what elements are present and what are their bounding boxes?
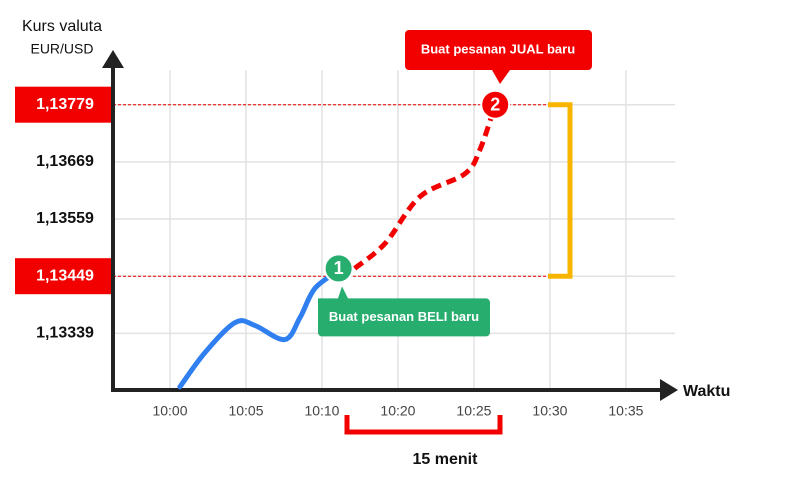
series-line	[353, 103, 498, 271]
y-tick-label: 1,13779	[36, 96, 94, 113]
x-tick-label: 10:30	[532, 403, 567, 419]
buy-marker	[323, 253, 354, 284]
y-axis-label: Kurs valuta	[22, 18, 102, 35]
x-axis-arrow	[660, 379, 678, 401]
sell-callout	[405, 30, 592, 84]
x-tick-label: 10:35	[608, 403, 643, 419]
y-axis-unit: EUR/USD	[30, 41, 93, 57]
sell-callout-text: Buat pesanan JUAL baru	[421, 41, 575, 56]
x-tick-label: 10:25	[456, 403, 491, 419]
tick-highlight	[15, 86, 113, 123]
x-axis-label: Waktu	[683, 383, 730, 400]
x-tick-label: 10:05	[228, 403, 263, 419]
x-tick-label: 10:10	[304, 403, 339, 419]
buy-callout-text: Buat pesanan BELI baru	[329, 309, 479, 324]
range-bracket	[548, 102, 573, 279]
duration-label: 15 menit	[413, 451, 479, 468]
sell-marker-label: 2	[490, 94, 500, 114]
tick-highlight	[15, 258, 113, 295]
y-tick-label: 1,13669	[36, 153, 94, 170]
sell-marker	[480, 89, 511, 120]
y-tick-label: 1,13339	[36, 325, 94, 342]
duration-bracket	[344, 415, 503, 435]
y-tick-label: 1,13449	[36, 267, 94, 284]
x-tick-label: 10:20	[380, 403, 415, 419]
y-tick-label: 1,13559	[36, 210, 94, 227]
y-axis-arrow	[102, 50, 124, 68]
x-tick-label: 10:00	[152, 403, 187, 419]
buy-marker-label: 1	[334, 258, 344, 278]
buy-callout	[318, 286, 490, 337]
series-line	[177, 267, 343, 390]
